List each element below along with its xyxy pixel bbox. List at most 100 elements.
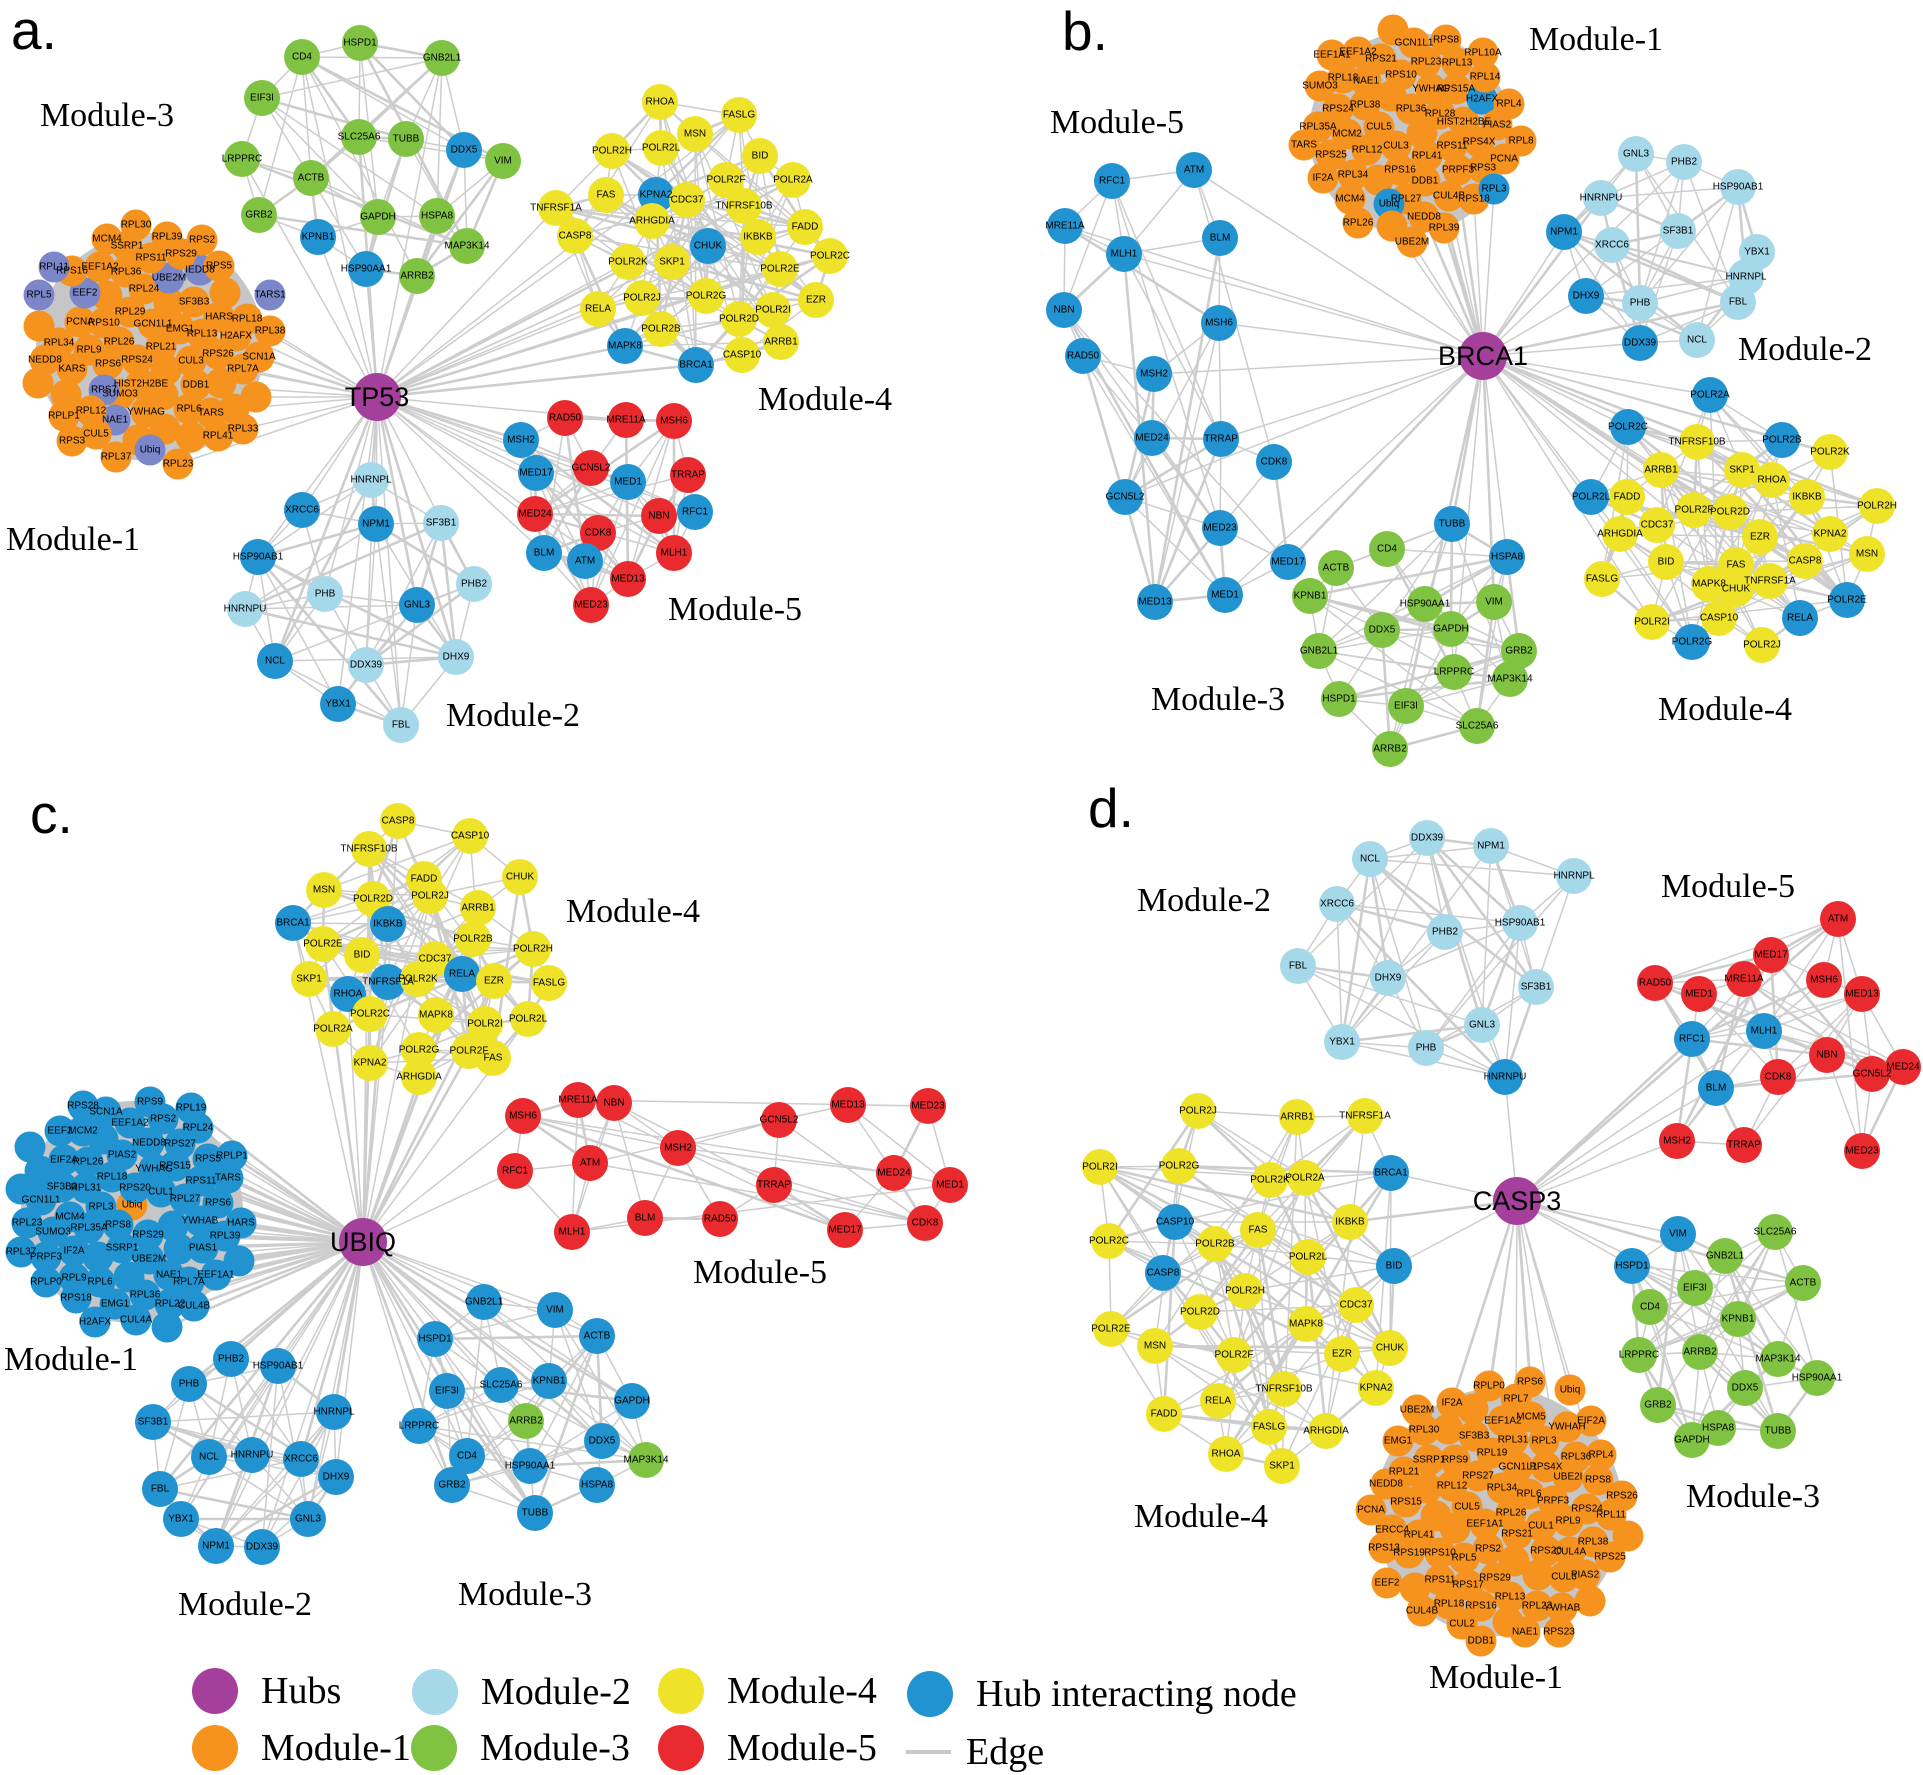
svg-text:Hubs: Hubs — [261, 1670, 341, 1712]
svg-text:MED13: MED13 — [831, 1100, 865, 1111]
svg-text:BRCA1: BRCA1 — [679, 360, 713, 371]
svg-text:RPS4X: RPS4X — [1463, 137, 1496, 148]
svg-text:RPL27: RPL27 — [1391, 194, 1422, 205]
svg-text:RPS10: RPS10 — [88, 318, 120, 329]
svg-text:SF3B3: SF3B3 — [179, 297, 210, 308]
svg-text:RPL4: RPL4 — [1588, 1450, 1613, 1461]
svg-text:DDB1: DDB1 — [1468, 1636, 1495, 1647]
svg-text:PHB: PHB — [179, 1379, 200, 1390]
svg-text:EMG1: EMG1 — [1384, 1436, 1413, 1447]
svg-text:FADD: FADD — [1614, 492, 1641, 503]
svg-text:POLR2H: POLR2H — [513, 944, 553, 955]
svg-text:NAE1: NAE1 — [1512, 1627, 1539, 1638]
svg-text:POLR2B: POLR2B — [453, 934, 493, 945]
svg-text:GRB2: GRB2 — [245, 210, 273, 221]
svg-text:POLR2K: POLR2K — [398, 974, 438, 985]
svg-text:SUMO3: SUMO3 — [35, 1227, 71, 1238]
svg-text:POLR2E: POLR2E — [303, 939, 343, 950]
svg-text:RPS26: RPS26 — [202, 349, 234, 360]
svg-text:NBN: NBN — [603, 1098, 624, 1109]
svg-text:TUBB: TUBB — [1439, 519, 1466, 530]
svg-text:LRPPRC: LRPPRC — [1619, 1350, 1660, 1361]
svg-text:EMG1: EMG1 — [101, 1299, 130, 1310]
svg-text:RPS18: RPS18 — [60, 1293, 92, 1304]
svg-text:RAD50: RAD50 — [704, 1214, 737, 1225]
svg-text:RELA: RELA — [1787, 613, 1813, 624]
svg-text:MED17: MED17 — [1271, 557, 1305, 568]
svg-text:BLM: BLM — [1210, 233, 1231, 244]
svg-text:RPL12: RPL12 — [76, 406, 107, 417]
svg-text:Ubiq: Ubiq — [140, 445, 161, 456]
svg-text:FBL: FBL — [151, 1484, 170, 1495]
svg-text:NCL: NCL — [265, 656, 285, 667]
svg-text:CDC37: CDC37 — [419, 954, 452, 965]
svg-text:MSN: MSN — [1856, 549, 1878, 560]
svg-text:DDX5: DDX5 — [451, 145, 478, 156]
svg-text:MSH6: MSH6 — [509, 1111, 537, 1122]
svg-text:UBE2M: UBE2M — [1400, 1405, 1434, 1416]
svg-text:SCN1A: SCN1A — [89, 1107, 123, 1118]
svg-text:EIF2A: EIF2A — [1577, 1416, 1605, 1427]
svg-text:GCN5L2: GCN5L2 — [760, 1115, 799, 1126]
svg-text:Module-2: Module-2 — [1137, 882, 1271, 919]
svg-text:CUL4B: CUL4B — [1433, 191, 1466, 202]
svg-text:TNFRSF1A: TNFRSF1A — [1339, 1111, 1391, 1122]
svg-text:ARHGDIA: ARHGDIA — [629, 216, 675, 227]
svg-text:CUL4A: CUL4A — [1554, 1547, 1587, 1558]
svg-text:CD4: CD4 — [292, 52, 312, 63]
svg-text:RPS24: RPS24 — [1322, 104, 1354, 115]
svg-text:SF3B3: SF3B3 — [47, 1182, 78, 1193]
svg-text:RPS27: RPS27 — [1462, 1471, 1494, 1482]
svg-text:NPM1: NPM1 — [202, 1541, 230, 1552]
svg-text:LRPPRC: LRPPRC — [399, 1421, 440, 1432]
svg-text:ARHGDIA: ARHGDIA — [1303, 1426, 1349, 1437]
svg-text:FADD: FADD — [1151, 1409, 1178, 1420]
svg-text:MLH1: MLH1 — [559, 1227, 586, 1238]
svg-text:RPL21: RPL21 — [146, 342, 177, 353]
svg-text:RPS18: RPS18 — [1458, 194, 1490, 205]
svg-text:GNB2L1: GNB2L1 — [1706, 1251, 1745, 1262]
svg-text:a.: a. — [11, 0, 57, 61]
svg-text:EEF1A2: EEF1A2 — [111, 1118, 149, 1129]
svg-text:FADD: FADD — [411, 874, 438, 885]
svg-text:RPS2: RPS2 — [189, 235, 216, 246]
svg-text:YWHAB: YWHAB — [182, 1216, 219, 1227]
svg-text:HSPA8: HSPA8 — [421, 211, 453, 222]
svg-text:Module-4: Module-4 — [727, 1670, 877, 1712]
svg-text:BID: BID — [354, 950, 371, 961]
svg-text:POLR2L: POLR2L — [1289, 1252, 1328, 1263]
svg-text:RPS23: RPS23 — [1543, 1627, 1575, 1638]
svg-text:IKBKB: IKBKB — [1792, 492, 1822, 503]
svg-text:MCM2: MCM2 — [1332, 129, 1362, 140]
svg-text:RPL3: RPL3 — [1531, 1436, 1556, 1447]
svg-text:SF3B1: SF3B1 — [138, 1417, 169, 1428]
svg-text:EIF3I: EIF3I — [435, 1386, 459, 1397]
svg-text:SUMO3: SUMO3 — [1302, 81, 1338, 92]
svg-text:SSRP1: SSRP1 — [111, 241, 144, 252]
svg-text:POLR2I: POLR2I — [1634, 617, 1670, 628]
svg-text:NCL: NCL — [1360, 854, 1380, 865]
svg-text:RPL34: RPL34 — [44, 338, 75, 349]
svg-text:XRCC6: XRCC6 — [284, 1454, 318, 1465]
svg-text:RPS6: RPS6 — [205, 1198, 232, 1209]
svg-text:POLR2J: POLR2J — [1179, 1106, 1217, 1117]
svg-text:CUL1: CUL1 — [148, 1187, 174, 1198]
svg-text:POLR2L: POLR2L — [642, 143, 681, 154]
svg-text:MRE11A: MRE11A — [558, 1095, 598, 1106]
svg-text:RPL36: RPL36 — [130, 1290, 161, 1301]
svg-text:Module-3: Module-3 — [458, 1576, 592, 1613]
svg-text:POLR2D: POLR2D — [1180, 1307, 1220, 1318]
svg-text:CASP10: CASP10 — [451, 831, 490, 842]
svg-text:NAE1: NAE1 — [1353, 76, 1380, 87]
svg-text:RPL3: RPL3 — [1481, 184, 1506, 195]
svg-text:RPS7: RPS7 — [91, 385, 118, 396]
svg-text:RPL39: RPL39 — [1429, 223, 1460, 234]
svg-text:RPL31: RPL31 — [71, 1183, 102, 1194]
svg-text:MED23: MED23 — [574, 600, 608, 611]
svg-text:RPL21: RPL21 — [1389, 1467, 1420, 1478]
svg-text:RPS6: RPS6 — [1517, 1377, 1544, 1388]
svg-text:POLR2C: POLR2C — [1089, 1236, 1129, 1247]
svg-text:POLR2B: POLR2B — [1195, 1239, 1235, 1250]
svg-text:PCNA: PCNA — [66, 317, 94, 328]
svg-text:RPS11: RPS11 — [1425, 1575, 1456, 1586]
